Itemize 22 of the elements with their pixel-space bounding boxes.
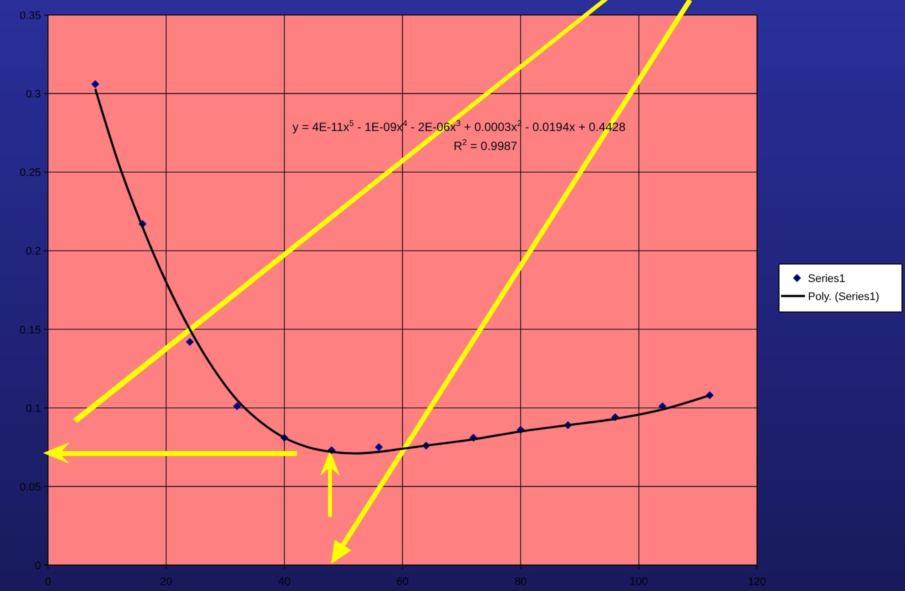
y-tick-label: 0.1 bbox=[26, 402, 41, 415]
x-tick-label: 120 bbox=[748, 576, 766, 588]
x-tick-label: 20 bbox=[160, 576, 172, 588]
y-tick-label: 0.15 bbox=[20, 324, 41, 336]
annotation: R$^{2}$ = 0.9987 bbox=[454, 137, 518, 153]
y-tick-label: 0.2 bbox=[26, 246, 41, 258]
point bbox=[233, 402, 242, 410]
point bbox=[186, 338, 194, 346]
y-tick-label: 0 bbox=[34, 560, 41, 572]
y-tick-label: 0.35 bbox=[20, 10, 41, 22]
y-tick-label: 0.25 bbox=[20, 167, 41, 180]
legend-label: Series1 bbox=[808, 273, 846, 285]
point bbox=[374, 443, 383, 452]
x-tick-label: 80 bbox=[514, 576, 527, 588]
y-tick-label: 0.3 bbox=[26, 88, 41, 101]
x-tick-label: 40 bbox=[278, 576, 290, 588]
y-tick-label: 0.05 bbox=[20, 481, 41, 494]
point bbox=[91, 80, 100, 88]
x-tick-label: 100 bbox=[630, 576, 648, 588]
legend-label: Poly. (Series1) bbox=[808, 291, 880, 303]
x-tick-label: 60 bbox=[396, 576, 409, 588]
x-tick-label: 0 bbox=[44, 576, 52, 588]
